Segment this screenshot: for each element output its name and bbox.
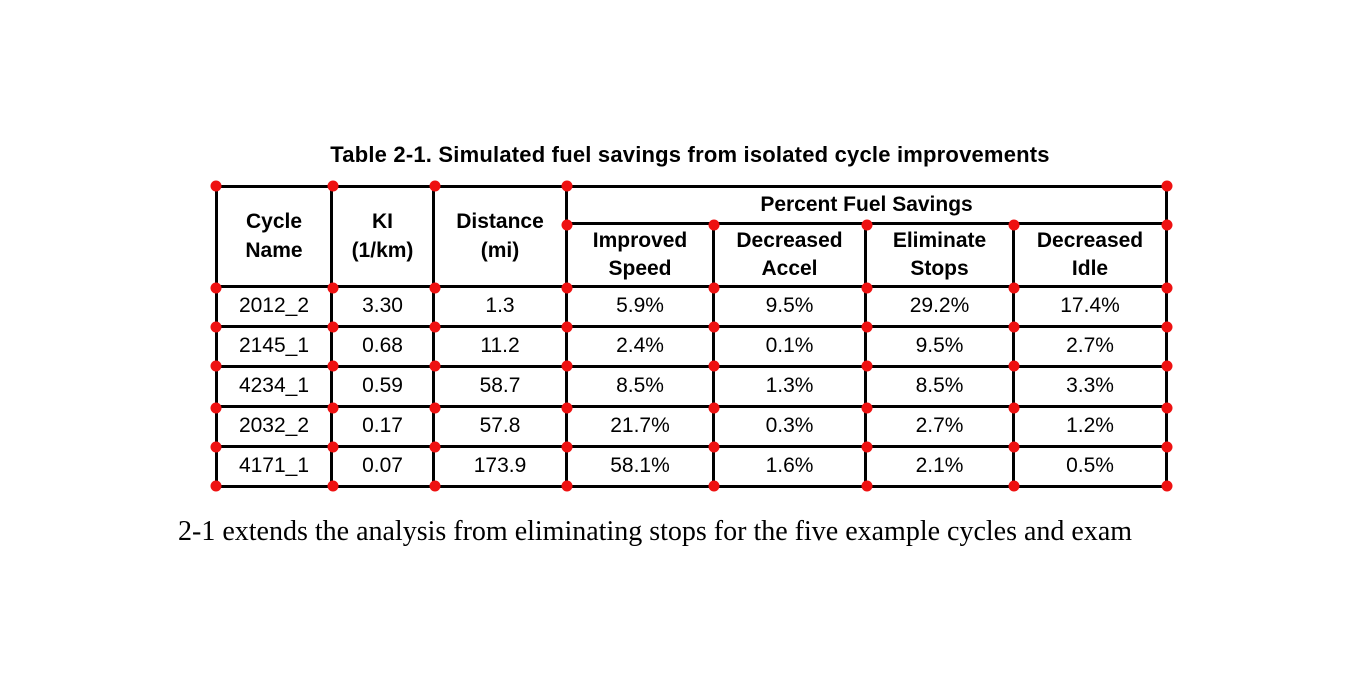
table-cell: 0.5%: [1011, 445, 1169, 488]
table-cell: 3.3%: [1011, 365, 1169, 408]
table-cell: 1.3: [432, 285, 568, 328]
table-cell: 58.7: [432, 365, 568, 408]
table-cell: 2145_1: [215, 325, 333, 368]
table-row: 2145_1 0.68 11.2 2.4% 0.1% 9.5% 2.7%: [215, 325, 1169, 368]
header-eliminate-stops: Eliminate Stops: [864, 222, 1015, 288]
table-cell: 2012_2: [215, 285, 333, 328]
table-cell: 2.7%: [864, 405, 1015, 448]
header-ki: KI (1/km): [330, 185, 435, 288]
header-distance: Distance (mi): [432, 185, 568, 288]
table-cell: 58.1%: [565, 445, 715, 488]
table-cell: 0.68: [330, 325, 435, 368]
body-sentence: 2-1 extends the analysis from eliminatin…: [178, 516, 1133, 547]
table-cell: 17.4%: [1011, 285, 1169, 328]
table-cell: 11.2: [432, 325, 568, 368]
header-cycle-name: Cycle Name: [215, 185, 333, 288]
header-decreased-accel: Decreased Accel: [712, 222, 867, 288]
table-cell: 2.7%: [1011, 325, 1169, 368]
table-cell: 0.3%: [712, 405, 867, 448]
body-text: e2-1 extends the analysis from eliminati…: [170, 516, 1132, 548]
table-cell: 2.1%: [864, 445, 1015, 488]
table-cell: 2032_2: [215, 405, 333, 448]
table-cell: 0.1%: [712, 325, 867, 368]
table-row: 2032_2 0.17 57.8 21.7% 0.3% 2.7% 1.2%: [215, 405, 1169, 448]
table-cell: 3.30: [330, 285, 435, 328]
header-decreased-idle: Decreased Idle: [1011, 222, 1169, 288]
table-row: 4171_1 0.07 173.9 58.1% 1.6% 2.1% 0.5%: [215, 445, 1169, 488]
table-cell: 1.2%: [1011, 405, 1169, 448]
table-cell: 21.7%: [565, 405, 715, 448]
table-cell: 0.07: [330, 445, 435, 488]
table-cell: 4171_1: [215, 445, 333, 488]
table-cell: 29.2%: [864, 285, 1015, 328]
table-cell: 0.17: [330, 405, 435, 448]
table-caption: Table 2-1. Simulated fuel savings from i…: [330, 142, 1050, 167]
header-improved-speed: Improved Speed: [565, 222, 715, 288]
table-row: 2012_2 3.30 1.3 5.9% 9.5% 29.2% 17.4%: [215, 285, 1169, 328]
header-percent-fuel-savings: Percent Fuel Savings: [564, 185, 1169, 225]
partial-char: e: [170, 516, 178, 548]
table-header-row-1: Cycle Name KI (1/km) Distance (mi) Perce…: [215, 185, 1169, 288]
table-cell: 1.6%: [712, 445, 867, 488]
table-cell: 9.5%: [712, 285, 867, 328]
table-cell: 9.5%: [864, 325, 1015, 368]
table-cell: 173.9: [432, 445, 568, 488]
table-cell: 57.8: [432, 405, 568, 448]
fuel-savings-table: Cycle Name KI (1/km) Distance (mi) Perce…: [215, 185, 1169, 488]
table-cell: 4234_1: [215, 365, 333, 408]
table-cell: 8.5%: [565, 365, 715, 408]
table-cell: 1.3%: [712, 365, 867, 408]
table-cell: 2.4%: [565, 325, 715, 368]
table-cell: 0.59: [330, 365, 435, 408]
table-cell: 5.9%: [565, 285, 715, 328]
table-header-row-2: Improved Speed Decreased Accel Eliminate…: [217, 222, 1169, 288]
table-cell: 8.5%: [864, 365, 1015, 408]
table-row: 4234_1 0.59 58.7 8.5% 1.3% 8.5% 3.3%: [215, 365, 1169, 408]
